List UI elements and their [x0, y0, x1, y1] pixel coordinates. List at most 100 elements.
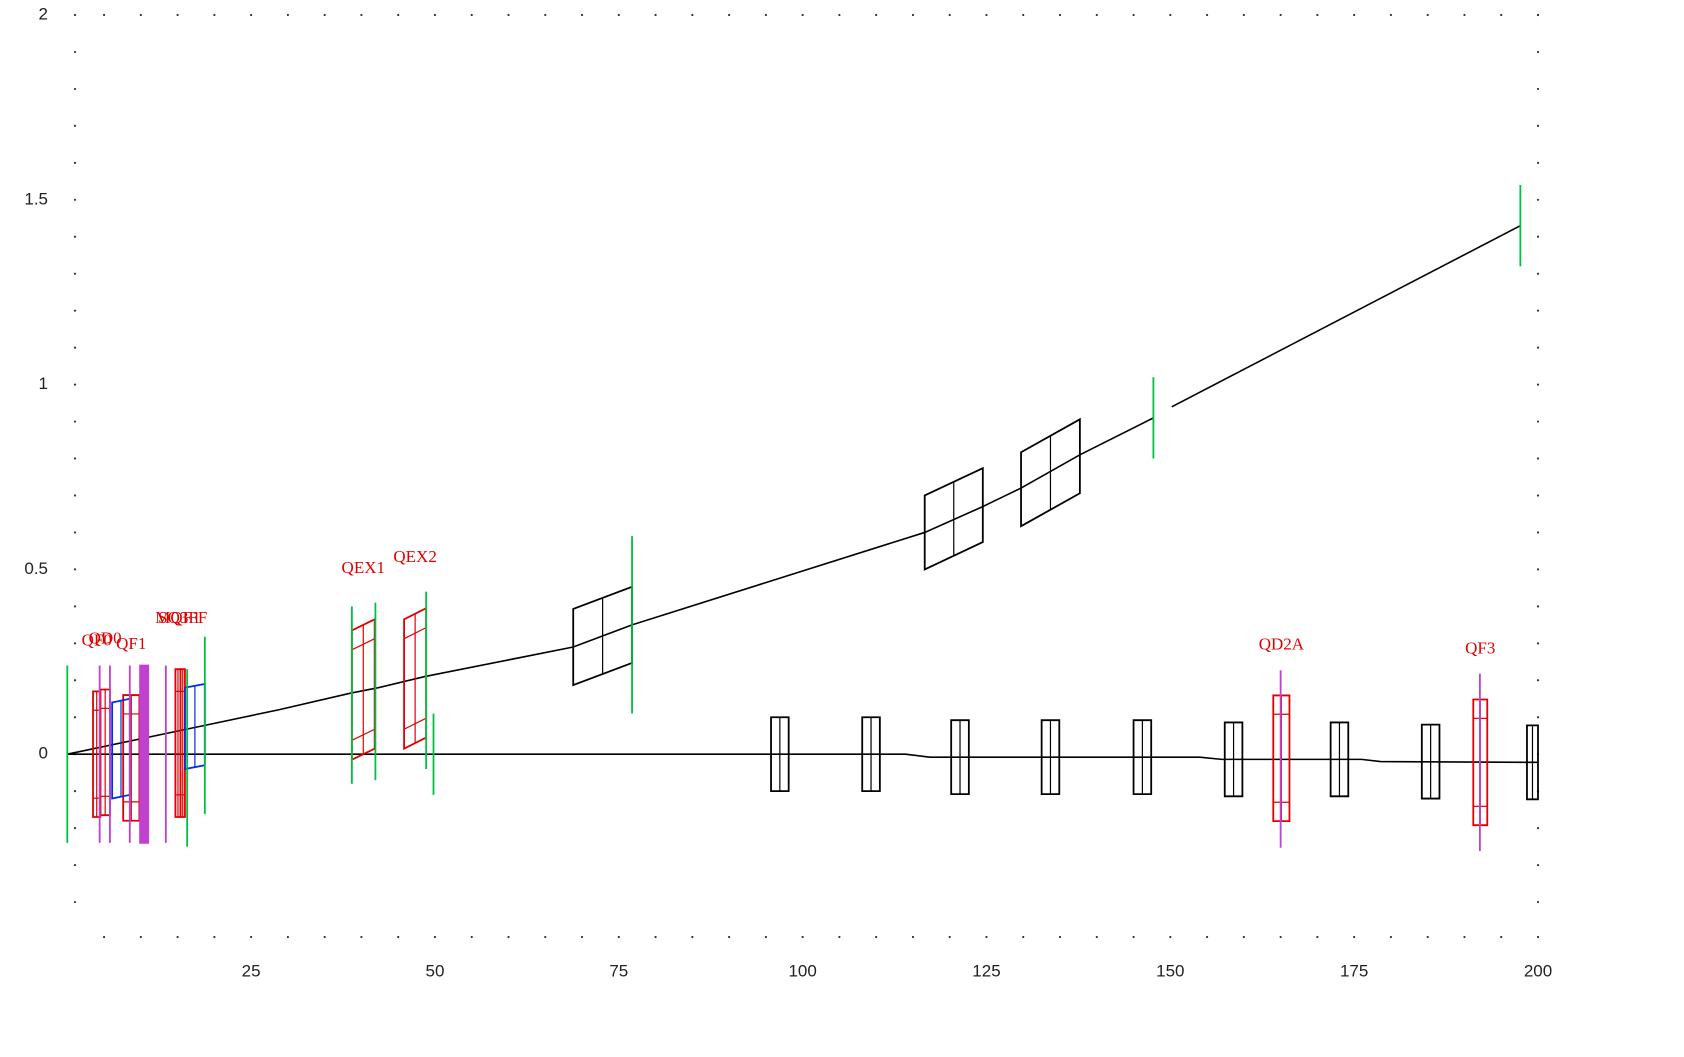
grid-dot: [728, 935, 731, 939]
grid-dot: [544, 13, 547, 17]
element-label: MQF1: [155, 608, 200, 627]
tick-dot: [73, 13, 77, 17]
grid-dot: [580, 935, 584, 939]
grid-dot: [838, 935, 841, 939]
tick-dot: [801, 13, 804, 17]
quad: [1472, 698, 1489, 827]
grid-dot: [1389, 935, 1393, 939]
grid-dot: [1536, 50, 1540, 54]
grid-dot: [286, 13, 290, 17]
grid-dot: [1536, 309, 1540, 312]
bend: [1329, 721, 1350, 798]
grid-dot: [544, 935, 547, 939]
tick-dot: [801, 935, 804, 939]
grid-dot: [1500, 13, 1503, 17]
grid-dot: [1536, 531, 1540, 534]
tick-dot: [433, 13, 437, 17]
grid-dot: [1536, 605, 1540, 608]
y-tick-label: 2: [39, 4, 48, 23]
grid-dot: [911, 13, 915, 17]
x-tick-label: 75: [609, 961, 628, 980]
grid-dot: [73, 161, 77, 164]
grid-dot: [1022, 935, 1025, 939]
grid-dot: [73, 309, 77, 312]
grid-dot: [73, 716, 77, 719]
grid-dot: [323, 13, 326, 17]
grid-dot: [1536, 494, 1540, 497]
grid-dot: [1536, 124, 1540, 127]
element-label: QF0: [82, 630, 112, 649]
grid-dot: [73, 124, 77, 127]
y-tick-label: 0: [39, 744, 48, 763]
tick-dot: [985, 13, 988, 17]
tick-dot: [433, 935, 437, 939]
grid-dot: [1536, 420, 1540, 423]
tick-dot: [1536, 198, 1540, 201]
grid-dot: [1536, 679, 1540, 682]
mag: [139, 664, 150, 844]
y-tick-label: 1: [39, 374, 48, 393]
grid-dot: [73, 235, 77, 238]
grid-dot: [73, 827, 77, 830]
y-tick-label: 0.5: [24, 559, 48, 578]
grid-dot: [1316, 13, 1319, 17]
grid-dot: [176, 13, 179, 17]
bend: [861, 716, 881, 793]
tick-dot: [1536, 13, 1540, 17]
grid-dot: [1500, 935, 1503, 939]
grid-dot: [507, 935, 510, 939]
grid-dot: [73, 790, 77, 793]
grid-dot: [764, 13, 767, 17]
grid-dot: [1426, 935, 1429, 939]
grid-dot: [1279, 13, 1282, 17]
bend: [1132, 719, 1153, 796]
element-detail: [351, 638, 375, 651]
grid-dot: [73, 863, 77, 867]
grid-dot: [470, 13, 473, 17]
bend: [950, 719, 970, 796]
grid-dot: [1389, 13, 1393, 17]
bend: [1040, 719, 1061, 796]
element-detail: [351, 728, 375, 741]
element-label: QF1: [116, 634, 146, 653]
grid-dot: [1536, 87, 1540, 91]
bend: [923, 466, 984, 571]
x-tick-label: 100: [788, 961, 816, 980]
bend: [1420, 723, 1441, 800]
tick-dot: [1536, 383, 1540, 386]
element-detail: [403, 717, 427, 730]
element-label: QF3: [1465, 638, 1495, 657]
grid-dot: [397, 935, 400, 939]
grid-dot: [1242, 13, 1245, 17]
grid-dot: [470, 935, 473, 939]
grid-dot: [1242, 935, 1245, 939]
grid-dot: [73, 420, 77, 423]
element-label: QD0: [89, 628, 122, 647]
grid-dot: [1022, 13, 1025, 17]
grid-dot: [1463, 935, 1466, 939]
grid-dot: [1463, 13, 1466, 17]
grid-dot: [73, 642, 77, 645]
tick-dot: [1169, 935, 1172, 939]
grid-dot: [1536, 161, 1540, 164]
quad: [179, 668, 186, 818]
grid-dot: [948, 13, 951, 17]
tick-dot: [73, 383, 77, 386]
tick-dot: [1353, 13, 1356, 17]
bend: [770, 716, 790, 793]
grid-dot: [73, 679, 77, 682]
grid-dot: [1536, 716, 1540, 719]
tick-dot: [1536, 568, 1540, 571]
trajectory: [67, 753, 1539, 764]
tick-dot: [1536, 935, 1540, 939]
grid-dot: [1536, 900, 1540, 904]
grid-dot: [397, 13, 400, 17]
tick-dot: [1169, 13, 1172, 17]
grid-dot: [286, 935, 290, 939]
grid-dot: [1536, 827, 1540, 830]
x-tick-label: 125: [972, 961, 1000, 980]
grid-dot: [139, 13, 142, 17]
grid-dot: [1536, 863, 1540, 867]
